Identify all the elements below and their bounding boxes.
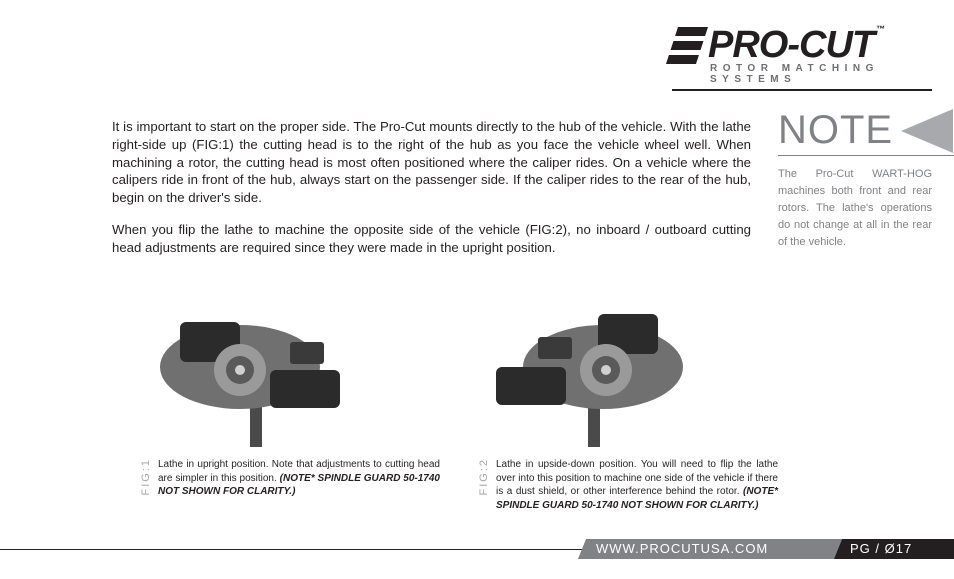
logo-top-row: PRO-CUT™ [672,24,932,67]
footer-url: WWW.PROCUTUSA.COM [596,539,836,559]
note-underline [778,155,954,156]
body-paragraph-1: It is important to start on the proper s… [112,118,751,207]
logo-brand: PRO-CUT [708,24,874,66]
figure-2-caption-text: Lathe in upside-down position. You will … [496,459,778,497]
figure-1-caption: Lathe in upright position. Note that adj… [158,458,440,499]
logo-stripes-icon [666,27,708,64]
figure-2-caption: Lathe in upside-down position. You will … [496,458,778,512]
figure-2-caption-row: FIG:2 Lathe in upside-down position. You… [478,458,778,512]
note-body-text: The Pro-Cut WART-HOG machines both front… [778,166,954,251]
note-heading: NOTE [778,108,893,153]
logo-underline [672,89,932,91]
brand-logo: PRO-CUT™ ROTOR MATCHING SYSTEMS [672,24,932,91]
figure-1: FIG:1 Lathe in upright position. Note th… [140,282,440,499]
note-sidebar: NOTE The Pro-Cut WART-HOG machines both … [778,108,954,251]
figure-1-image [140,282,375,447]
footer-rule [0,549,582,550]
note-triangle-icon [901,109,953,153]
body-paragraph-2: When you flip the lathe to machine the o… [112,221,751,257]
note-heading-row: NOTE [778,108,954,153]
page-footer: WWW.PROCUTUSA.COM PG / Ø17 [0,539,954,559]
body-text-column: It is important to start on the proper s… [112,118,751,271]
figure-1-caption-row: FIG:1 Lathe in upright position. Note th… [140,458,440,499]
logo-brand-text: PRO-CUT™ [708,24,884,67]
logo-tm: ™ [876,24,884,34]
logo-tagline: ROTOR MATCHING SYSTEMS [710,63,932,85]
figure-2: FIG:2 Lathe in upside-down position. You… [478,282,778,512]
footer-page-number: PG / Ø17 [850,539,954,559]
figure-2-image [478,282,713,447]
figure-2-label: FIG:2 [478,458,490,498]
figure-1-label: FIG:1 [140,458,152,498]
